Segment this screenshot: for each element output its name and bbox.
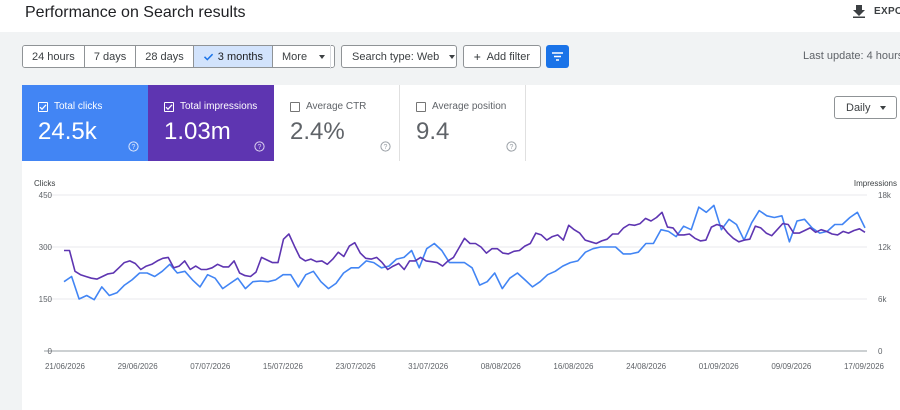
metric-card-average-ctr[interactable]: Average CTR 2.4% ? [274, 85, 400, 161]
date-range-selector: 24 hours 7 days 28 days 3 months More [22, 45, 336, 68]
x-axis-tick-label: 15/07/2026 [263, 362, 304, 371]
help-circle-icon[interactable]: ? [506, 141, 517, 152]
checkbox-unchecked[interactable] [416, 101, 426, 112]
export-label: EXPORT [874, 5, 900, 17]
range-more-button[interactable]: More [273, 46, 335, 67]
x-axis-tick-label: 16/08/2026 [553, 362, 594, 371]
granularity-label: Daily [846, 101, 871, 114]
performance-panel: Total clicks 24.5k ? Total impressions 1… [22, 85, 900, 410]
chevron-down-icon [880, 105, 887, 110]
x-axis-tick-label: 31/07/2026 [408, 362, 449, 371]
x-axis-tick-label: 17/09/2026 [844, 362, 885, 371]
help-circle-icon[interactable]: ? [254, 141, 265, 152]
metric-card-total-impressions[interactable]: Total impressions 1.03m ? [148, 85, 274, 161]
checkbox-checked[interactable] [38, 101, 48, 112]
metric-value: 1.03m [164, 118, 231, 145]
metric-label: Total clicks [54, 101, 103, 112]
metric-label: Total impressions [180, 101, 258, 112]
range-24-hours-button[interactable]: 24 hours [23, 46, 85, 67]
range-3-months-button[interactable]: 3 months [193, 46, 274, 67]
left-axis-tick-label: 450 [39, 191, 53, 200]
x-axis-tick-label: 23/07/2026 [336, 362, 377, 371]
left-axis-title: Clicks [34, 179, 55, 188]
check-icon [165, 103, 173, 110]
right-axis-title: Impressions [854, 179, 897, 188]
svg-text:?: ? [510, 144, 514, 151]
check-icon [39, 103, 47, 110]
series-line-impressions [64, 211, 866, 280]
search-type-label: Search type: Web [352, 50, 440, 63]
metric-label: Average position [432, 101, 507, 112]
add-filter-button[interactable]: Add filter [463, 45, 541, 68]
metric-card-total-clicks[interactable]: Total clicks 24.5k ? [22, 85, 148, 161]
performance-chart: Clicks Impressions 0 0 150 6k 300 12k 450 18k 21/0… [34, 179, 897, 371]
granularity-dropdown[interactable]: Daily [834, 96, 897, 119]
series-line-clicks [63, 204, 866, 301]
x-axis-tick-label: 21/06/2026 [45, 362, 86, 371]
x-axis-tick-label: 01/09/2026 [699, 362, 740, 371]
svg-text:?: ? [132, 144, 136, 151]
x-axis-tick-label: 07/07/2026 [190, 362, 231, 371]
x-axis-tick-label: 24/08/2026 [626, 362, 667, 371]
right-axis-tick-label: 18k [878, 191, 892, 200]
help-circle-icon[interactable]: ? [128, 141, 139, 152]
page-title: Performance on Search results [25, 4, 246, 21]
page-header: Performance on Search results EXPORT [0, 0, 900, 32]
x-axis-tick-label: 08/08/2026 [481, 362, 522, 371]
right-axis-tick-label: 6k [878, 295, 887, 304]
last-update-text: Last update: 4 hours ago [803, 50, 900, 62]
filter-toolbar: 24 hours 7 days 28 days 3 months More Se… [0, 32, 900, 80]
download-icon [853, 5, 865, 18]
metric-card-average-position[interactable]: Average position 9.4 ? [400, 85, 526, 161]
checkbox-unchecked[interactable] [290, 101, 300, 112]
left-axis-tick-label: 300 [39, 243, 53, 252]
metric-value: 24.5k [38, 118, 97, 145]
add-filter-label: Add filter [486, 50, 530, 63]
checkbox-checked[interactable] [164, 101, 174, 112]
help-circle-icon[interactable]: ? [380, 141, 391, 152]
left-axis-tick-label: 0 [48, 347, 53, 356]
metric-label: Average CTR [306, 101, 367, 112]
search-type-dropdown[interactable]: Search type: Web [341, 45, 457, 68]
x-axis-tick-label: 29/06/2026 [118, 362, 159, 371]
chevron-down-icon [449, 54, 456, 59]
svg-text:?: ? [384, 144, 388, 151]
check-icon [203, 53, 213, 61]
filter-list-icon [552, 52, 563, 61]
filter-list-button[interactable] [546, 45, 569, 68]
range-28-days-button[interactable]: 28 days [136, 46, 194, 67]
range-7-days-button[interactable]: 7 days [84, 46, 137, 67]
plus-icon [474, 53, 481, 60]
chevron-down-icon [319, 54, 326, 59]
toolbar-divider [330, 45, 331, 69]
x-axis-tick-label: 09/09/2026 [771, 362, 812, 371]
right-axis-tick-label: 0 [878, 347, 883, 356]
metric-value: 2.4% [290, 118, 345, 145]
right-axis-tick-label: 12k [878, 243, 892, 252]
svg-text:?: ? [258, 144, 262, 151]
metric-value: 9.4 [416, 118, 450, 145]
export-button[interactable]: EXPORT [852, 4, 900, 18]
left-axis-tick-label: 150 [39, 295, 53, 304]
